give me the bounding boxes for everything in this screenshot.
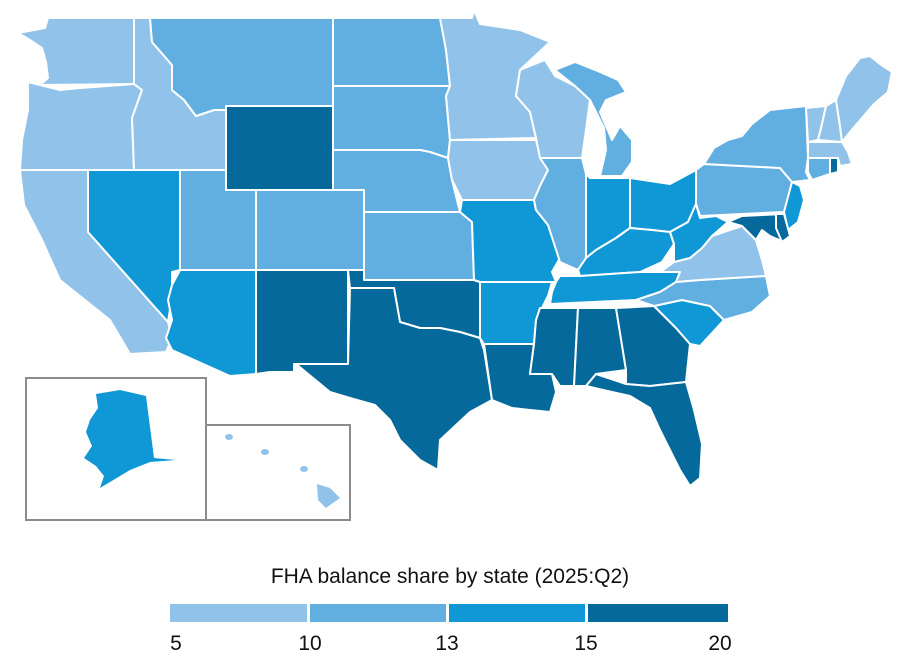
- state-MS: [529, 307, 579, 387]
- legend-bin-10-13: [310, 604, 446, 622]
- legend-tick-20: 20: [708, 632, 732, 655]
- legend-bin-5-10: [170, 604, 307, 622]
- state-RI: [829, 157, 839, 175]
- state-SD: [332, 85, 451, 159]
- state-OR: [19, 81, 143, 171]
- state-MD: [727, 213, 789, 243]
- legend-tick-15: 15: [574, 632, 598, 655]
- state-AZ: [165, 269, 257, 377]
- state-CT: [807, 157, 831, 181]
- legend-bin-13-15: [449, 604, 585, 622]
- us-choropleth-map: [17, 9, 893, 521]
- state-ND: [332, 17, 451, 87]
- state-NJ: [783, 181, 805, 231]
- legend-title: FHA balance share by state (2025:Q2): [270, 565, 630, 588]
- state-FL: [585, 373, 703, 487]
- legend-tick-10: 10: [298, 632, 322, 655]
- state-TX: [295, 287, 493, 471]
- hawaii-inset-frame: [205, 424, 351, 521]
- state-NE: [332, 149, 461, 213]
- state-WV: [669, 203, 729, 263]
- legend-tick-5: 5: [170, 632, 182, 655]
- state-DE: [775, 213, 791, 243]
- legend-color-bar: [170, 604, 728, 622]
- state-WY: [225, 105, 334, 191]
- state-CO: [255, 189, 365, 271]
- state-MI: [554, 61, 633, 177]
- state-WA: [17, 17, 135, 86]
- legend-tick-13: 13: [435, 632, 459, 655]
- state-MA: [807, 141, 853, 167]
- state-PA: [695, 163, 793, 217]
- state-WI: [515, 59, 591, 159]
- state-AK: [84, 390, 176, 488]
- state-IA: [447, 139, 549, 201]
- state-NM: [255, 269, 349, 375]
- state-HI: [225, 434, 340, 508]
- state-ME: [835, 55, 893, 143]
- state-KS: [363, 211, 475, 281]
- legend-bin-15-20: [588, 604, 728, 622]
- state-NC: [635, 275, 771, 321]
- state-IL: [533, 157, 587, 271]
